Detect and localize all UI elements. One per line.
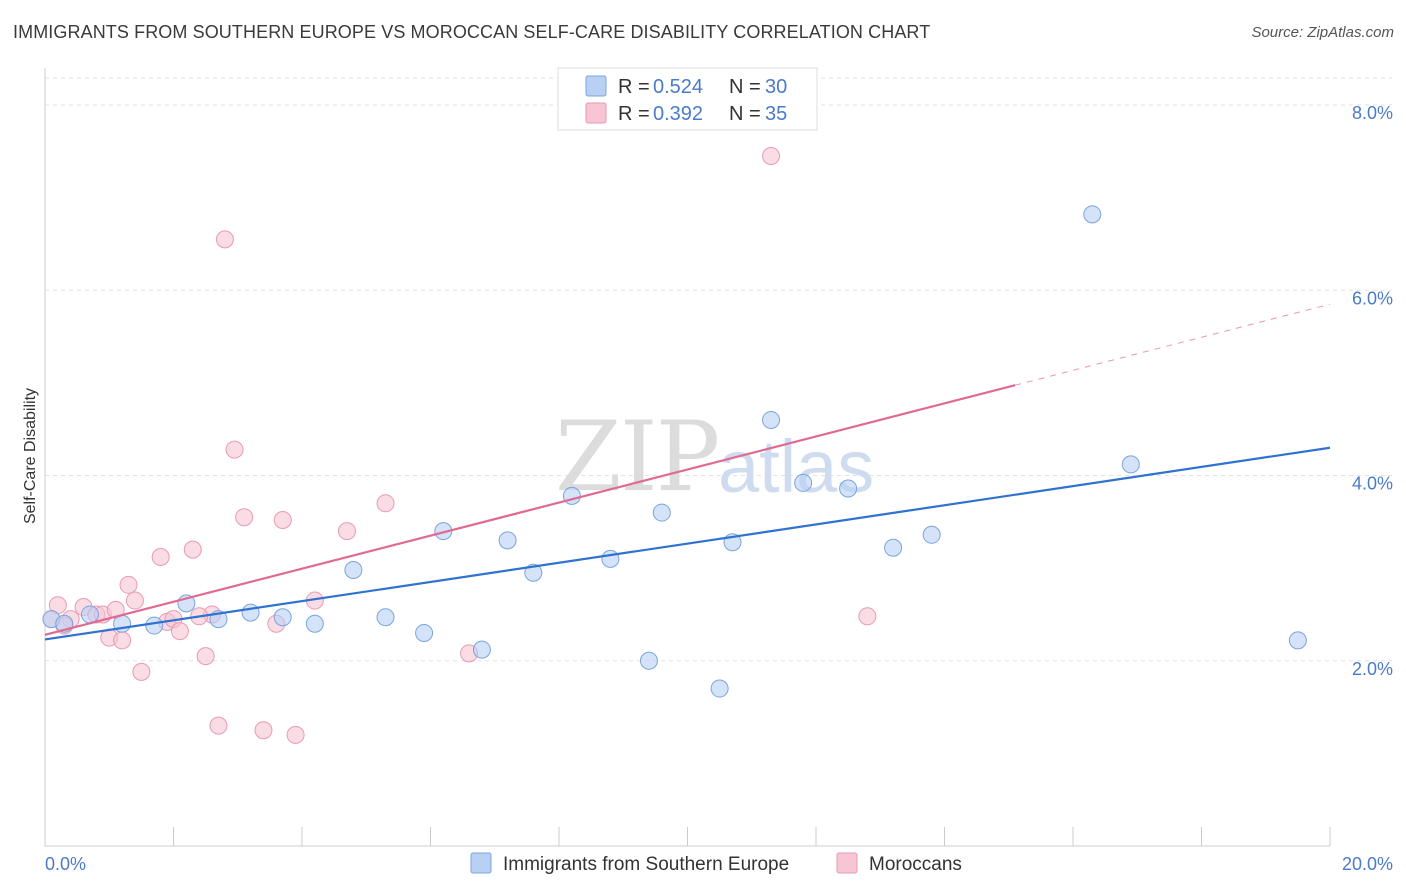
- point-southern-europe-12: [415, 623, 434, 642]
- point-moroccans-18: [215, 230, 234, 249]
- trend-line-1: [44, 384, 1016, 636]
- legend-swatch-blue: [585, 75, 607, 97]
- y-tick-labels: 2.0% 4.0% 6.0% 8.0%: [1352, 103, 1393, 679]
- point-southern-europe-2: [80, 605, 99, 624]
- point-moroccans-30: [858, 607, 877, 626]
- point-southern-europe-14: [472, 640, 491, 659]
- trend-line-0: [44, 446, 1331, 641]
- point-moroccans-27: [376, 494, 395, 513]
- point-southern-europe-27: [922, 525, 941, 544]
- legend-r-label-2: R =: [618, 103, 650, 125]
- point-moroccans-13: [170, 622, 189, 641]
- point-southern-europe-29: [1121, 455, 1140, 474]
- point-southern-europe-19: [639, 651, 658, 670]
- y-tick-label-0: 2.0%: [1352, 659, 1393, 679]
- point-moroccans-19: [225, 440, 244, 459]
- series-southern-europe-points: [42, 205, 1307, 698]
- point-moroccans-23: [273, 510, 292, 529]
- point-moroccans-7: [119, 575, 138, 594]
- point-southern-europe-25: [839, 479, 858, 498]
- axes: [44, 68, 1331, 847]
- point-southern-europe-23: [762, 410, 781, 429]
- point-moroccans-21: [254, 721, 273, 740]
- grid-lines: [45, 77, 1392, 662]
- y-axis-label: Self-Care Disability: [22, 388, 39, 524]
- point-southern-europe-26: [884, 538, 903, 557]
- bottom-legend-swatch-pink: [836, 852, 858, 874]
- watermark: ZIP atlas: [555, 401, 874, 513]
- point-southern-europe-20: [652, 503, 671, 522]
- y-tick-label-1: 4.0%: [1352, 474, 1393, 494]
- point-southern-europe-21: [710, 679, 729, 698]
- watermark-zip: ZIP: [555, 401, 718, 513]
- point-moroccans-14: [183, 540, 202, 559]
- x-tick-label-1: 20.0%: [1342, 854, 1393, 874]
- point-southern-europe-11: [376, 608, 395, 627]
- point-moroccans-20: [235, 508, 254, 527]
- correlation-legend: R = 0.524 N = 30 R = 0.392 N = 35: [557, 67, 818, 131]
- legend-swatch-pink: [585, 102, 607, 124]
- bottom-legend-label-pink: Moroccans: [869, 854, 962, 875]
- point-southern-europe-28: [1083, 205, 1102, 224]
- legend-r-value-blue: 0.524: [653, 76, 703, 98]
- point-moroccans-17: [209, 716, 228, 735]
- point-southern-europe-8: [273, 608, 292, 627]
- chart-title: IMMIGRANTS FROM SOUTHERN EUROPE VS MOROC…: [13, 22, 931, 42]
- point-southern-europe-10: [344, 560, 363, 579]
- legend-n-value-pink: 35: [765, 103, 787, 125]
- legend-n-value-blue: 30: [765, 76, 787, 98]
- series-legend: Immigrants from Southern Europe Moroccan…: [470, 852, 962, 875]
- point-southern-europe-18: [601, 549, 620, 568]
- point-southern-europe-30: [1288, 631, 1307, 650]
- source-label: Source: ZipAtlas.com: [1251, 24, 1394, 41]
- point-moroccans-15: [196, 647, 215, 666]
- x-tick-labels: 0.0% 20.0%: [45, 854, 1393, 874]
- point-southern-europe-24: [794, 473, 813, 492]
- legend-n-label-2: N =: [729, 103, 761, 125]
- y-tick-label-2: 6.0%: [1352, 288, 1393, 308]
- point-moroccans-26: [337, 522, 356, 541]
- point-southern-europe-15: [498, 531, 517, 550]
- legend-r-value-pink: 0.392: [653, 103, 703, 125]
- point-moroccans-10: [151, 548, 170, 567]
- point-moroccans-29: [762, 146, 781, 165]
- point-moroccans-6: [113, 631, 132, 650]
- y-tick-label-3: 8.0%: [1352, 103, 1393, 123]
- x-tick-label-0: 0.0%: [45, 854, 86, 874]
- point-moroccans-8: [125, 591, 144, 610]
- point-southern-europe-9: [305, 614, 324, 633]
- bottom-legend-label-blue: Immigrants from Southern Europe: [503, 854, 789, 875]
- legend-n-label: N =: [729, 76, 761, 98]
- point-southern-europe-16: [524, 563, 543, 582]
- point-southern-europe-4: [145, 616, 164, 635]
- point-southern-europe-7: [241, 603, 260, 622]
- bottom-legend-swatch-blue: [470, 852, 492, 874]
- point-moroccans-9: [132, 662, 151, 681]
- trend-line-extension-1: [1015, 303, 1331, 386]
- point-moroccans-24: [286, 725, 305, 744]
- legend-r-label: R =: [618, 76, 650, 98]
- trend-lines: [44, 303, 1331, 641]
